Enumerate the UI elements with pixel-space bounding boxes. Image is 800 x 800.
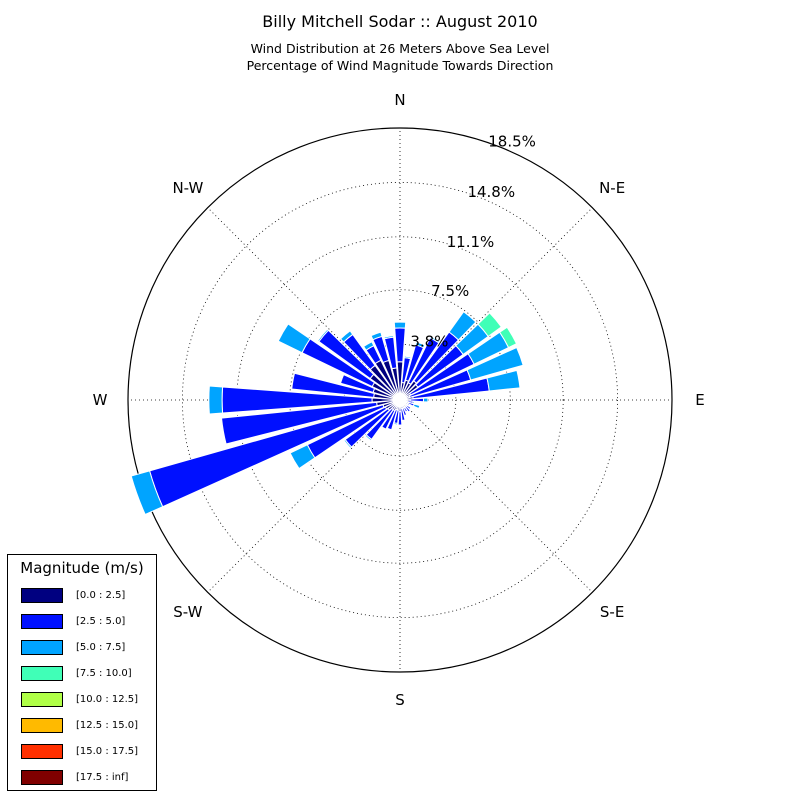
- legend-swatch: [21, 666, 63, 681]
- bar-segment: [404, 405, 411, 413]
- legend: Magnitude (m/s) [0.0 : 2.5] [2.5 : 5.0] [5…: [7, 554, 157, 791]
- legend-swatch: [21, 718, 63, 733]
- bar-segment: [422, 397, 429, 403]
- direction-label: N-W: [172, 179, 203, 197]
- grid-spoke: [207, 207, 401, 401]
- grid-circle: [181, 181, 619, 619]
- wind-bars: [130, 311, 524, 516]
- chart-title: Billy Mitchell Sodar :: August 2010: [262, 12, 538, 31]
- bar-segment: [289, 444, 316, 470]
- bar-segment: [429, 335, 441, 344]
- bar-segment: [466, 346, 524, 381]
- bar-segment: [383, 335, 395, 340]
- bar-segment: [486, 369, 521, 392]
- bar-segment: [414, 341, 426, 349]
- bar-segment: [499, 326, 518, 349]
- legend-swatch: [21, 692, 63, 707]
- legend-label: [12.5 : 15.0]: [76, 720, 139, 731]
- legend-title: Magnitude (m/s): [20, 559, 144, 577]
- legend-swatch: [21, 640, 63, 655]
- bar-segment: [362, 341, 375, 351]
- bar-segment: [343, 438, 353, 449]
- direction-label: S-W: [173, 603, 202, 621]
- grid-spoke: [399, 207, 593, 401]
- bar-segment: [291, 372, 375, 398]
- direction-label: E: [695, 391, 704, 409]
- grid-circle: [343, 343, 457, 457]
- bar-segment: [394, 327, 406, 363]
- radial-tick-label: 14.8%: [467, 183, 515, 201]
- bar-segment: [339, 330, 354, 343]
- outer-circle: [127, 127, 673, 673]
- bar-segment: [370, 331, 383, 341]
- bar-segment: [339, 374, 376, 394]
- legend-label: [0.0 : 2.5]: [76, 590, 126, 601]
- direction-label: N: [394, 91, 405, 109]
- grid-spoke: [207, 399, 401, 593]
- bar-segment: [220, 401, 378, 445]
- legend-swatch: [21, 588, 63, 603]
- bar-segment: [386, 408, 398, 431]
- bar-segment: [393, 321, 407, 329]
- radial-tick-label: 11.1%: [447, 233, 495, 251]
- legend-label: [5.0 : 7.5]: [76, 642, 126, 653]
- chart-subtitle-line1: Wind Distribution at 26 Meters Above Sea…: [250, 41, 550, 56]
- legend-label: [17.5 : inf]: [76, 772, 129, 783]
- legend-label: [10.0 : 12.5]: [76, 694, 139, 705]
- bar-segment: [381, 409, 396, 430]
- grid-circle: [289, 289, 511, 511]
- chart-subtitle-line2: Percentage of Wind Magnitude Towards Dir…: [246, 58, 554, 73]
- bar-segment: [397, 411, 403, 426]
- bar-segment: [277, 323, 311, 354]
- legend-label: [15.0 : 17.5]: [76, 746, 139, 757]
- direction-label: N-E: [599, 179, 625, 197]
- radial-tick-label: 3.8%: [410, 332, 448, 350]
- bar-segment: [364, 434, 373, 442]
- bar-segment: [412, 403, 421, 410]
- grid-spoke: [399, 399, 593, 593]
- legend-label: [7.5 : 10.0]: [76, 668, 132, 679]
- bar-segment: [448, 311, 477, 341]
- direction-label: S: [395, 691, 405, 709]
- radial-tick-label: 18.5%: [488, 133, 536, 151]
- radial-tick-label: 7.5%: [431, 282, 469, 300]
- bar-segment: [317, 328, 330, 343]
- chart-labels: 3.8% 7.5% 11.1% 14.8% 18.5% N N-E E S-E S S-W W N-W: [93, 91, 705, 709]
- direction-label: W: [93, 391, 108, 409]
- direction-label: S-E: [600, 603, 624, 621]
- legend-swatch: [21, 744, 63, 759]
- bar-segment: [403, 355, 412, 360]
- bar-segment: [393, 422, 399, 426]
- bar-segment: [208, 385, 224, 415]
- legend-label: [2.5 : 5.0]: [76, 616, 126, 627]
- legend-swatch: [21, 770, 63, 785]
- bar-segment: [130, 470, 164, 516]
- bar-segment: [477, 312, 503, 338]
- legend-swatch: [21, 614, 63, 629]
- bar-segment: [400, 407, 406, 422]
